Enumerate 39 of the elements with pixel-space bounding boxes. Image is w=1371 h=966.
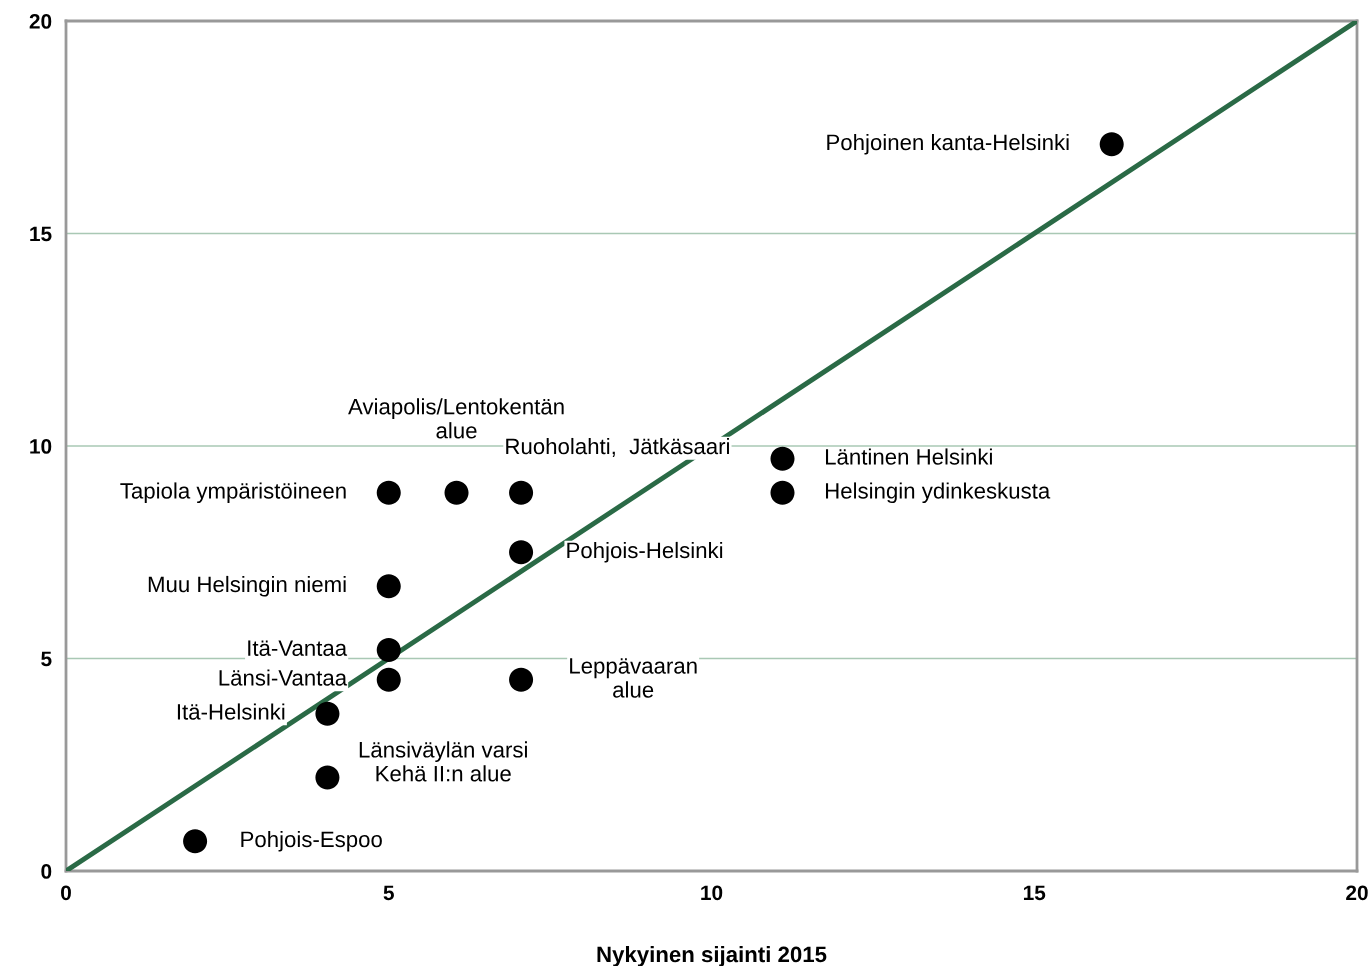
- point: [770, 446, 795, 471]
- x-tick-label: 15: [1023, 885, 1046, 901]
- annotation: Pohjois-Helsinki: [567, 541, 723, 563]
- x-tick-label: 0: [61, 885, 71, 901]
- point: [509, 540, 534, 565]
- point: [509, 480, 534, 505]
- point: [376, 574, 401, 599]
- y-tick-label: 5: [41, 651, 52, 667]
- y-tick-label: 0: [41, 864, 52, 879]
- annotation: Aviapolis/Lentokentän alue: [348, 398, 564, 439]
- point: [315, 701, 340, 726]
- annotation: Läntinen Helsinki: [825, 448, 992, 465]
- point: [376, 667, 401, 692]
- point: [183, 829, 208, 854]
- x-tick-label: 5: [383, 885, 394, 901]
- x-tick-label: 20: [1346, 885, 1368, 901]
- annotation: Tapiola ympäristöineen: [120, 482, 346, 504]
- y-tick-label: 20: [29, 14, 52, 29]
- x-tick-label: 10: [701, 885, 723, 901]
- point: [376, 480, 401, 505]
- point: [376, 637, 401, 663]
- annotation: Ruoholahti, Jätkäsaari: [506, 437, 729, 457]
- annotation: Leppävaaran alue: [570, 658, 697, 698]
- point: [509, 667, 534, 692]
- y-tick-label: 10: [30, 439, 52, 454]
- point: [1099, 132, 1124, 157]
- point: [444, 480, 469, 505]
- annotation: Länsi-Vantaa: [219, 669, 348, 686]
- point: [770, 480, 795, 505]
- annotation: Muu Helsingin niemi: [148, 575, 346, 597]
- y-tick-label: 15: [30, 226, 52, 242]
- point: [315, 765, 340, 790]
- annotation: Pohjoinen kanta-Helsinki: [827, 133, 1069, 155]
- annotation: Itä-Vantaa: [248, 640, 348, 656]
- x-axis-title: Nykyinen sijainti 2015: [597, 945, 827, 966]
- annotation: Helsingin ydinkeskusta: [825, 482, 1051, 504]
- annotation: Länsiväylän varsi Kehä II:n alue: [359, 741, 527, 782]
- annotation: Itä-Helsinki: [177, 703, 285, 720]
- annotation: Pohjois-Espoo: [241, 830, 382, 852]
